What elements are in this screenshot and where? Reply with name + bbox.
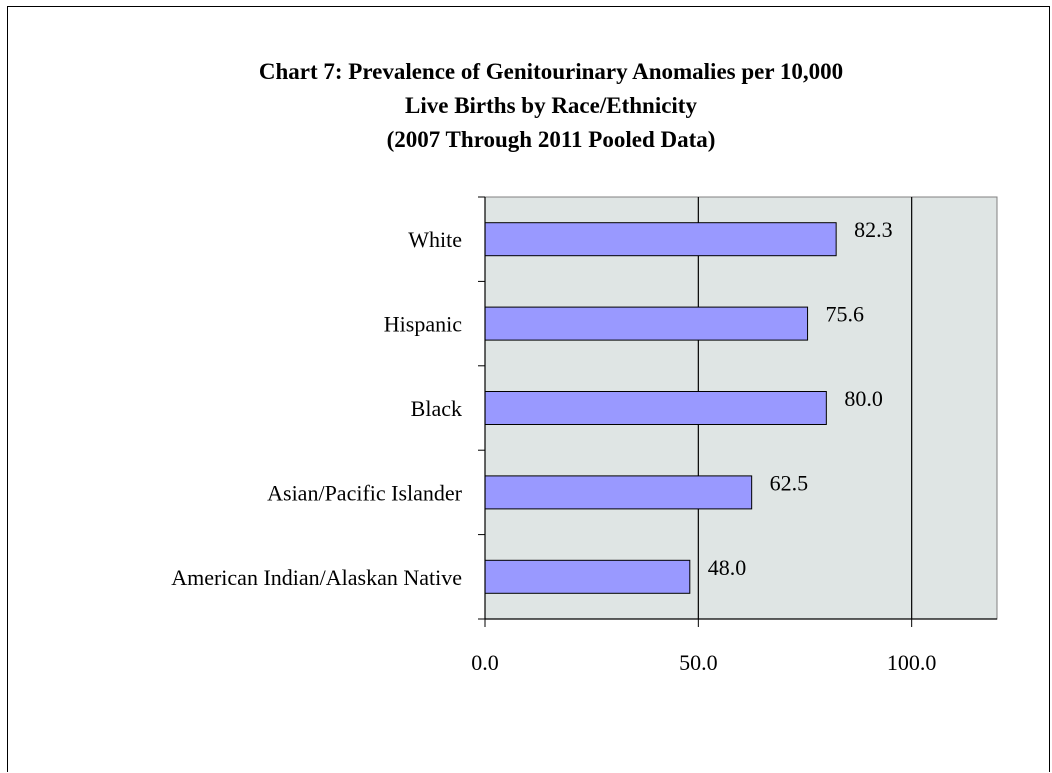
data-label-2: 80.0 [844,386,883,411]
chart-frame: Chart 7: Prevalence of Genitourinary Ano… [7,6,1050,772]
x-tick-label-0: 0.0 [471,650,499,675]
data-label-0: 82.3 [854,217,893,242]
chart-title: Chart 7: Prevalence of Genitourinary Ano… [259,59,843,152]
axes [478,196,997,627]
chart-title-line-1: Chart 7: Prevalence of Genitourinary Ano… [259,59,843,84]
category-label-3: Asian/Pacific Islander [267,480,463,505]
data-label-4: 48.0 [708,555,747,580]
bar-3 [484,475,753,510]
bar-2 [484,391,827,425]
data-label-1: 75.6 [826,302,865,327]
data-label-3: 62.5 [770,470,809,495]
chart-title-line-3: (2007 Through 2011 Pooled Data) [387,127,716,152]
category-label-0: White [408,227,462,252]
chart-title-line-2: Live Births by Race/Ethnicity [405,93,697,118]
labels: White 82.3 Hispanic 75.6 Black 80.0 Asian/Paci… [171,217,936,675]
category-label-1: Hispanic [384,312,462,337]
x-tick-label-2: 100.0 [887,650,937,675]
x-tick-label-1: 50.0 [679,650,718,675]
category-label-2: Black [411,396,462,421]
bar-4 [484,559,691,594]
chart-svg: Chart 7: Prevalence of Genitourinary Ano… [171,59,998,675]
bar-0 [484,222,837,257]
bars [484,222,837,594]
category-label-4: American Indian/Alaskan Native [171,565,462,590]
bar-1 [484,306,809,341]
